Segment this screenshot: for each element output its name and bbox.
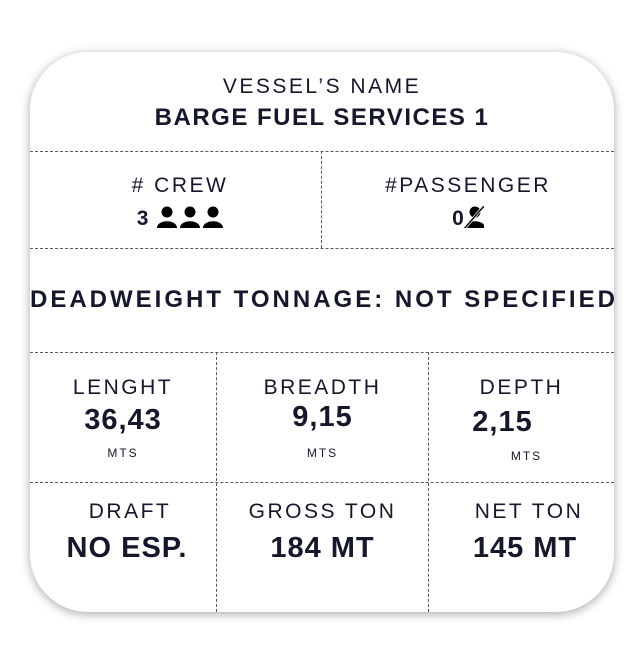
depth-label: DEPTH	[479, 376, 564, 399]
divider	[30, 248, 614, 249]
crew-label: # CREW	[131, 174, 229, 197]
person-icon	[203, 206, 224, 228]
deadweight-tonnage: DEADWEIGHT TONNAGE: NOT SPECIFIED	[30, 286, 614, 313]
person-icon	[180, 206, 201, 228]
passenger-count: 0	[322, 206, 614, 231]
depth-value: 2,15	[472, 406, 533, 438]
draft-label: DRAFT	[88, 500, 172, 523]
depth-unit: MTS	[510, 449, 543, 463]
net-ton-value: 145 MT	[472, 532, 578, 564]
breadth-value: 9,15	[292, 401, 353, 433]
vessel-name-label: VESSEL’S NAME	[222, 75, 422, 98]
passenger-value: 0	[452, 207, 464, 230]
divider	[321, 151, 322, 248]
gross-ton-value: 184 MT	[270, 532, 375, 564]
breadth-unit: MTS	[306, 446, 339, 460]
passenger-label: #PASSENGER	[385, 174, 551, 197]
divider	[428, 352, 429, 612]
divider	[30, 352, 614, 353]
length-label: LENGHT	[72, 376, 174, 399]
divider	[30, 482, 614, 483]
divider	[30, 151, 614, 152]
length-unit: MTS	[107, 446, 139, 460]
divider	[216, 352, 217, 612]
gross-ton-label: GROSS TON	[248, 500, 397, 523]
vessel-name: BARGE FUEL SERVICES 1	[154, 104, 490, 131]
vessel-info-card: VESSEL’S NAME BARGE FUEL SERVICES 1 # CR…	[30, 52, 614, 612]
crew-count: 3	[30, 206, 330, 231]
person-icon	[157, 206, 178, 228]
length-value: 36,43	[84, 404, 162, 436]
crew-value: 3	[136, 207, 149, 230]
breadth-label: BREADTH	[263, 376, 382, 399]
draft-value: NO ESP.	[66, 532, 188, 564]
person-slash-icon	[463, 206, 484, 228]
net-ton-label: NET TON	[474, 500, 584, 523]
